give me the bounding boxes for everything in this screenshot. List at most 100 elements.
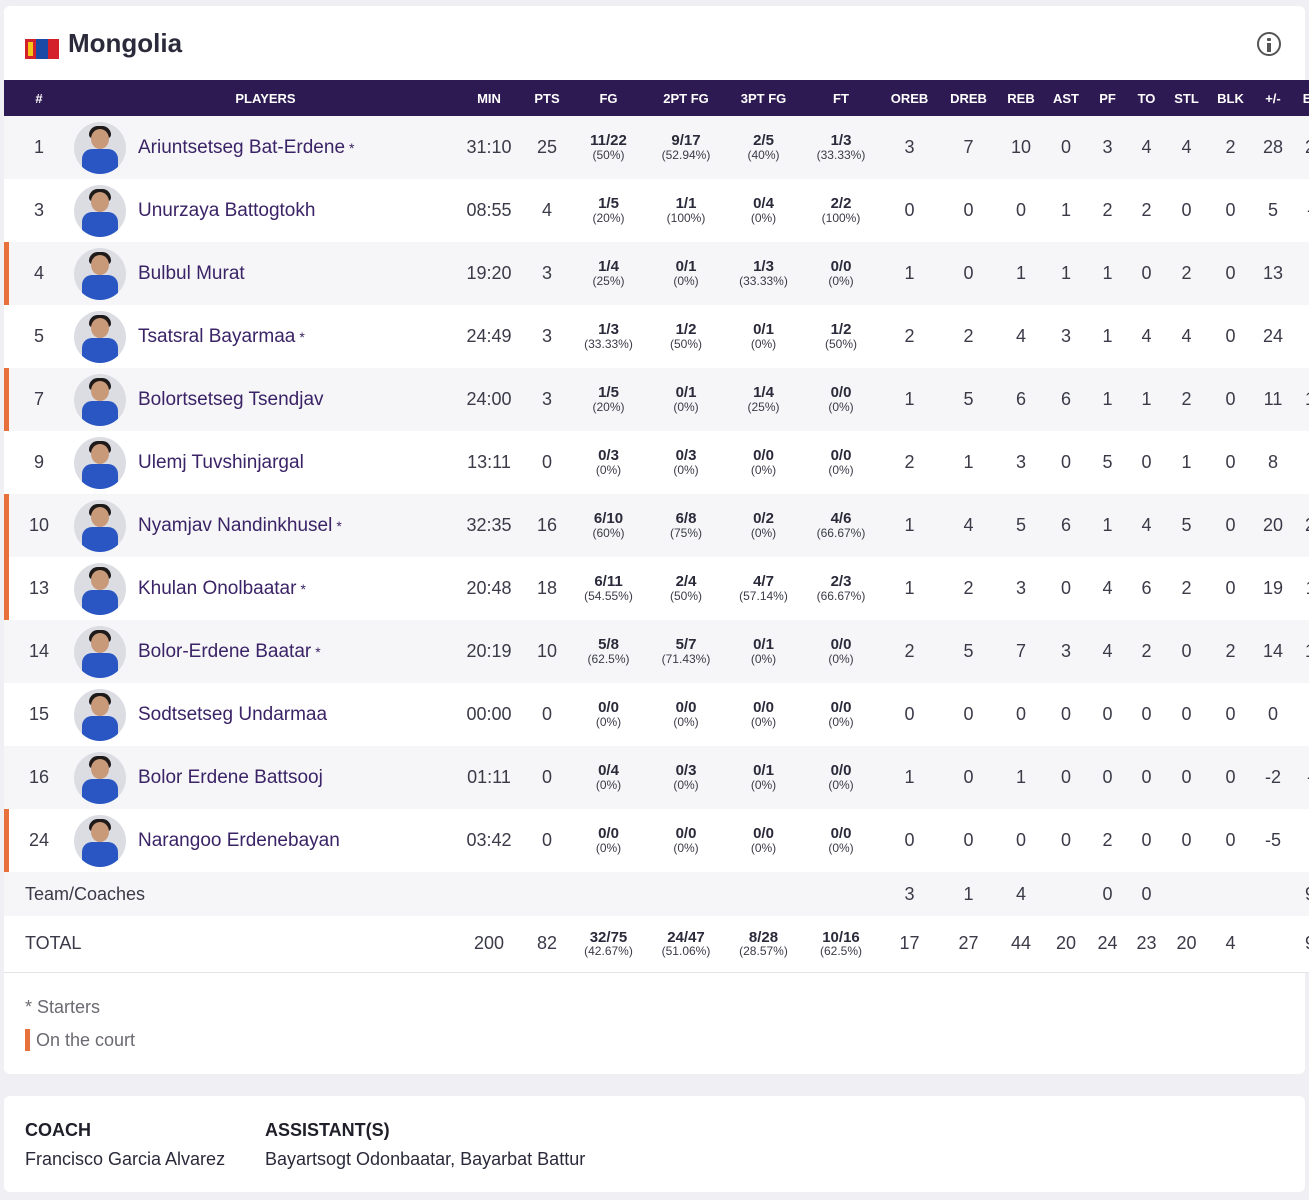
- three-point-fg: 0/1 (0%): [728, 305, 799, 368]
- player-avatar[interactable]: [74, 184, 126, 237]
- legend-starters: * Starters: [25, 997, 101, 1017]
- player-name-link[interactable]: Bolortsetseg Tsendjav: [138, 388, 324, 410]
- free-throws: 0/0 (0%): [799, 431, 883, 494]
- total-stat-blk: 4: [1225, 933, 1236, 954]
- player-avatar[interactable]: [74, 121, 126, 174]
- stat-pm: 19: [1262, 578, 1284, 598]
- total-three-point-fg-percent: (28.57%): [739, 944, 788, 959]
- three-point-fg-made-attempted: 0/1: [753, 321, 774, 339]
- on-court-indicator: [4, 557, 9, 620]
- stat-oreb: 2: [904, 326, 915, 346]
- player-name-link[interactable]: Tsatsral Bayarmaa: [138, 325, 296, 347]
- player-name-link[interactable]: Unurzaya Battogtokh: [138, 199, 316, 221]
- stat-dreb: 5: [963, 641, 974, 661]
- three-point-fg-percent: (40%): [747, 148, 780, 163]
- player-cell: Nyamjav Nandinkhusel *: [74, 494, 457, 557]
- player-name-link[interactable]: Ulemj Tuvshinjargal: [138, 451, 304, 473]
- player-cell: Ulemj Tuvshinjargal: [74, 431, 457, 494]
- stat-reb: 3: [1015, 452, 1026, 472]
- table-header: # PLAYERS MIN PTS FG 2PT FG 3PT FG FT OREB DREB RE…: [4, 80, 1309, 116]
- player-name-link[interactable]: Bolor Erdene Battsooj: [138, 766, 323, 788]
- three-point-fg: 0/1 (0%): [728, 620, 799, 683]
- stat-blk: 2: [1225, 137, 1236, 157]
- player-avatar[interactable]: [74, 247, 126, 300]
- table-row: 13 Khulan Onolbaatar * 20:48 18 6/11 (54.55%) 2…: [4, 557, 1309, 620]
- team-stat-dreb: 1: [963, 883, 974, 904]
- player-avatar[interactable]: [74, 562, 126, 615]
- team-stat-stl: [1169, 872, 1204, 916]
- on-court-indicator: [4, 494, 9, 557]
- stat-pm: -2: [1264, 767, 1281, 787]
- jersey-number: 15: [28, 704, 50, 724]
- stat-reb: 5: [1015, 515, 1026, 535]
- team-stat-oreb: 3: [904, 883, 915, 904]
- col-header: +/-: [1265, 90, 1281, 106]
- stat-to: 1: [1141, 389, 1152, 409]
- two-point-fg-made-attempted: 0/3: [675, 762, 697, 780]
- total-row: TOTAL 200 82 32/75 (42.67%) 24/47 (51.06%) 8/28…: [4, 916, 1309, 972]
- field-goals-percent: (50%): [592, 148, 625, 163]
- player-avatar[interactable]: [74, 688, 126, 741]
- player-name-link[interactable]: Khulan Onolbaatar: [138, 577, 297, 599]
- field-goals-percent: (20%): [592, 211, 625, 226]
- free-throws-made-attempted: 0/0: [830, 699, 852, 717]
- starter-marker: *: [315, 643, 321, 660]
- legend-on-court-label: On the court: [36, 1029, 136, 1050]
- stat-pf: 1: [1102, 326, 1113, 346]
- two-point-fg: 0/0 (0%): [644, 809, 728, 872]
- stat-pm: 13: [1262, 263, 1284, 283]
- total-field-goals-made-attempted: 32/75: [589, 928, 628, 946]
- player-name-link[interactable]: Bulbul Murat: [138, 262, 245, 284]
- field-goals-percent: (0%): [595, 715, 622, 730]
- player-name-link[interactable]: Sodtsetseg Undarmaa: [138, 703, 328, 725]
- player-avatar[interactable]: [74, 436, 126, 489]
- player-avatar[interactable]: [74, 625, 126, 678]
- field-goals: 1/5 (20%): [573, 368, 644, 431]
- stat-reb: 3: [1015, 578, 1026, 598]
- two-point-fg: 1/1 (100%): [644, 179, 728, 242]
- two-point-fg-percent: (50%): [669, 589, 702, 604]
- player-name-link[interactable]: Narangoo Erdenebayan: [138, 829, 340, 851]
- stat-dreb: 2: [963, 578, 974, 598]
- stat-pm: 0: [1267, 704, 1278, 724]
- stat-blk: 0: [1225, 704, 1236, 724]
- coach-label: COACH: [25, 1120, 91, 1140]
- field-goals: 11/22 (50%): [573, 116, 644, 179]
- player-avatar[interactable]: [74, 310, 126, 363]
- player-name-link[interactable]: Nyamjav Nandinkhusel: [138, 514, 333, 536]
- three-point-fg: 0/0 (0%): [728, 809, 799, 872]
- three-point-fg-percent: (57.14%): [739, 589, 788, 604]
- col-header: REB: [1007, 90, 1035, 106]
- field-goals-made-attempted: 5/8: [598, 636, 619, 654]
- two-point-fg-percent: (0%): [673, 841, 699, 856]
- player-name-link[interactable]: Ariuntsetseg Bat-Erdene: [138, 136, 346, 158]
- player-name-link[interactable]: Bolor-Erdene Baatar: [138, 640, 312, 662]
- player-avatar[interactable]: [74, 814, 126, 867]
- two-point-fg: 1/2 (50%): [644, 305, 728, 368]
- two-point-fg-percent: (0%): [673, 400, 699, 415]
- two-point-fg: 0/1 (0%): [644, 368, 728, 431]
- player-avatar[interactable]: [74, 373, 126, 426]
- points: 25: [536, 137, 558, 157]
- team-header: Mongolia: [4, 6, 1305, 80]
- info-icon[interactable]: [1257, 32, 1281, 56]
- free-throws-made-attempted: 0/0: [830, 258, 852, 276]
- free-throws: 2/3 (66.67%): [799, 557, 883, 620]
- field-goals-made-attempted: 0/0: [598, 699, 619, 717]
- three-point-fg: 2/5 (40%): [728, 116, 799, 179]
- stat-pf: 0: [1102, 704, 1113, 724]
- assistants-names: Bayartsogt Odonbaatar, Bayarbat Battur: [265, 1149, 586, 1169]
- player-avatar[interactable]: [74, 499, 126, 552]
- stat-oreb: 0: [904, 704, 915, 724]
- player-avatar[interactable]: [74, 751, 126, 804]
- col-header: #: [35, 90, 43, 106]
- table-row: 4 Bulbul Murat 19:20 3 1/4 (25%) 0/1 (0%) 1/3 (33…: [4, 242, 1309, 305]
- two-point-fg-made-attempted: 6/8: [675, 510, 697, 528]
- stat-pm: -5: [1264, 830, 1281, 850]
- stat-stl: 0: [1181, 200, 1192, 220]
- field-goals-made-attempted: 6/11: [594, 573, 623, 591]
- team-stat-eff: 98: [1289, 872, 1309, 916]
- stat-pm: 28: [1262, 137, 1284, 157]
- jersey-number: 16: [28, 767, 50, 787]
- total-free-throws-made-attempted: 10/16: [822, 928, 860, 946]
